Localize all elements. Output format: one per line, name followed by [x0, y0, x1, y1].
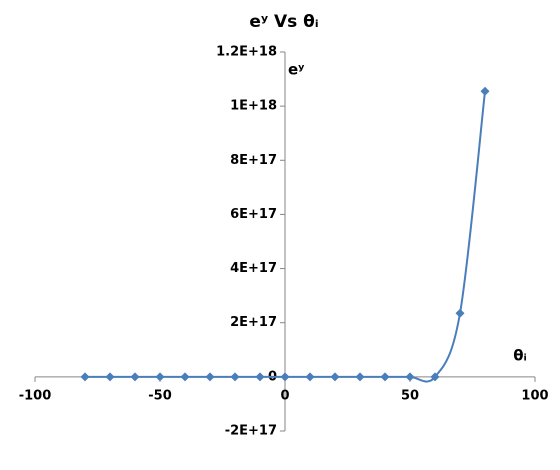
- data-point: [330, 372, 340, 382]
- y-tick-label: 2E+17: [230, 315, 277, 330]
- chart-title: eʸ Vs θᵢ: [249, 12, 318, 32]
- y-axis-title: eʸ: [288, 61, 305, 79]
- x-tick-label: 0: [280, 388, 289, 403]
- x-tick-label: -50: [148, 388, 172, 403]
- y-tick-label: 6E+17: [230, 207, 277, 222]
- data-point: [180, 372, 190, 382]
- data-point: [155, 372, 165, 382]
- data-point: [405, 372, 415, 382]
- data-point: [205, 372, 215, 382]
- data-point: [430, 372, 440, 382]
- x-axis-title: θᵢ: [513, 347, 527, 365]
- data-point: [355, 372, 365, 382]
- data-point: [80, 372, 90, 382]
- y-tick-label: 8E+17: [230, 153, 277, 168]
- x-tick-label: 100: [521, 388, 548, 403]
- data-point: [380, 372, 390, 382]
- y-tick-label: 1.2E+18: [216, 45, 277, 60]
- data-point: [305, 372, 315, 382]
- y-tick-label: -2E+17: [225, 424, 277, 439]
- data-point: [480, 86, 490, 96]
- y-tick-label: 4E+17: [230, 261, 277, 276]
- data-point: [130, 372, 140, 382]
- x-tick-label: -100: [19, 388, 52, 403]
- data-point: [105, 372, 115, 382]
- data-point: [230, 372, 240, 382]
- data-point: [455, 308, 465, 318]
- y-tick-label: 1E+18: [230, 99, 277, 114]
- data-point: [255, 372, 265, 382]
- x-tick-label: 50: [401, 388, 419, 403]
- data-point: [280, 372, 290, 382]
